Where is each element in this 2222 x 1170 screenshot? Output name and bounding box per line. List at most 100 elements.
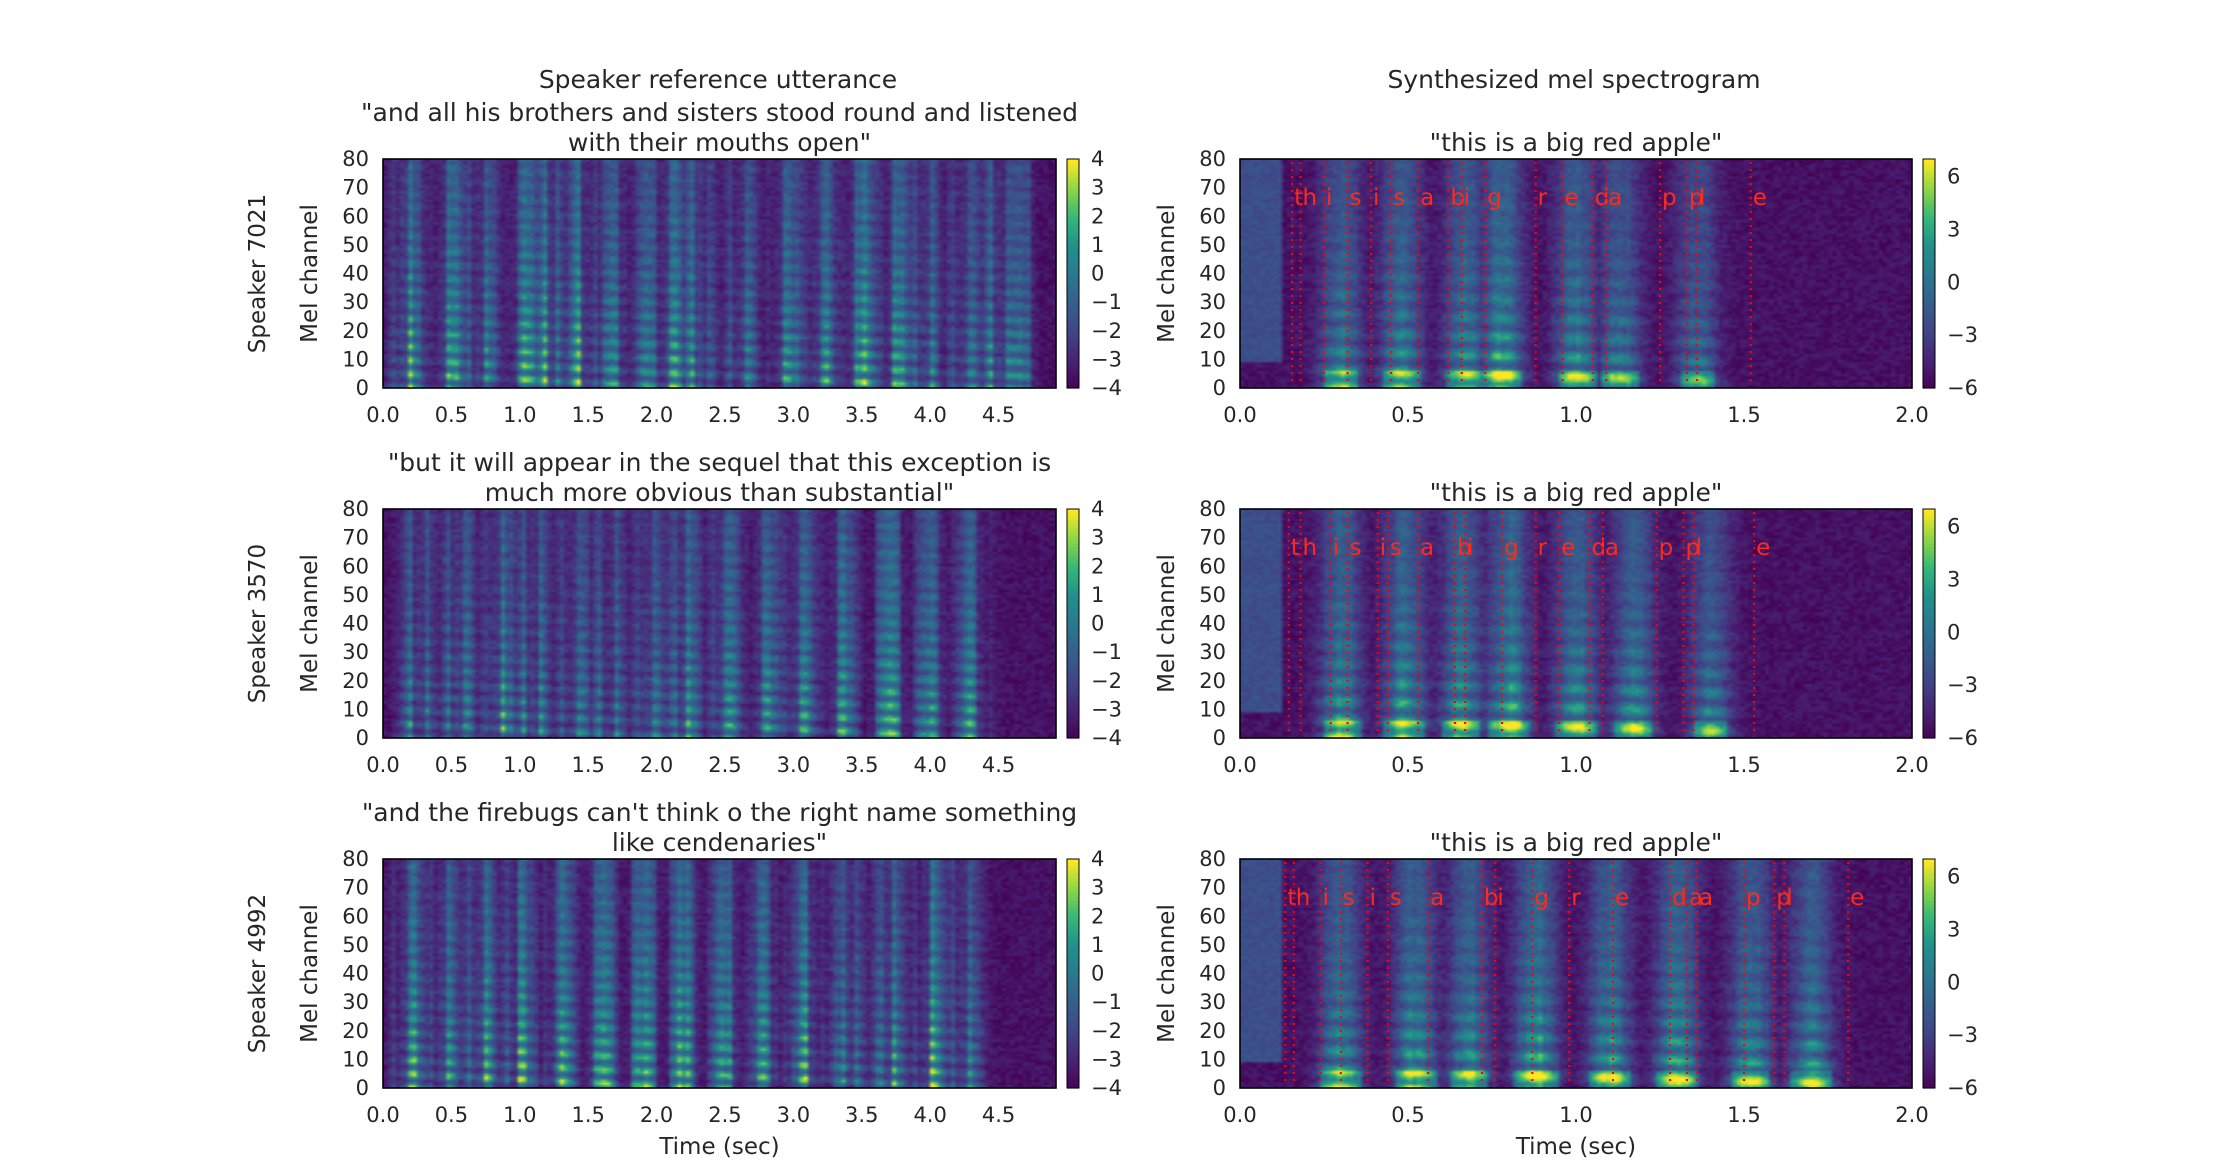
colorbar-segment: [1067, 189, 1079, 194]
colorbar-segment: [1067, 935, 1079, 940]
x-tick-label: 0.5: [1391, 753, 1424, 777]
phone-label: a: [1420, 185, 1434, 211]
colorbar-segment: [1923, 931, 1935, 936]
colorbar-segment: [1067, 570, 1079, 575]
colorbar-segment: [1067, 361, 1079, 366]
colorbar-segment: [1067, 581, 1079, 586]
colorbar-segment: [1067, 357, 1079, 362]
colorbar-segment: [1067, 722, 1079, 728]
colorbar-segment: [1923, 589, 1935, 594]
y-tick-label: 80: [342, 847, 369, 871]
colorbar-segment: [1067, 162, 1079, 168]
colorbar-tick-label: 0: [1947, 970, 1960, 994]
y-tick-label: 30: [342, 990, 369, 1014]
colorbar-segment: [1067, 239, 1079, 244]
colorbar-segment: [1923, 623, 1935, 628]
colorbar-segment: [1923, 631, 1935, 636]
colorbar-segment: [1067, 661, 1079, 667]
panel-title: "this is a big red apple": [1430, 828, 1723, 857]
x-tick-label: 4.5: [982, 753, 1015, 777]
colorbar-segment: [1067, 349, 1079, 355]
y-axis-label: Mel channel: [1154, 204, 1180, 343]
colorbar-segment: [1067, 885, 1079, 891]
colorbar-segment: [1923, 1065, 1935, 1070]
phone-label: i: [1370, 885, 1376, 911]
phone-label: p: [1659, 535, 1674, 561]
colorbar-segment: [1923, 288, 1935, 294]
colorbar-segment: [1923, 950, 1935, 956]
colorbar-segment: [1923, 349, 1935, 355]
colorbar-segment: [1067, 600, 1079, 606]
colorbar-frame: [1922, 158, 1936, 389]
colorbar-segment: [1923, 1011, 1935, 1017]
colorbar-segment: [1067, 703, 1079, 709]
y-tick-label: 30: [1199, 290, 1226, 314]
y-tick-label: 80: [342, 147, 369, 171]
colorbar-segment: [1067, 562, 1079, 567]
y-tick-label: 10: [342, 347, 369, 371]
colorbar-frame: [1922, 858, 1936, 1089]
colorbar-segment: [1067, 878, 1079, 883]
colorbar-segment: [1923, 365, 1935, 370]
colorbar-segment: [1067, 384, 1079, 389]
colorbar-segment: [1923, 315, 1935, 320]
colorbar-segment: [1067, 1061, 1079, 1066]
colorbar-segment: [1067, 904, 1079, 910]
colorbar-segment: [1923, 992, 1935, 997]
x-tick-label: 2.0: [1895, 753, 1928, 777]
phone-label: r: [1538, 535, 1548, 561]
colorbar-tick-label: −1: [1091, 990, 1122, 1014]
spectrogram-panel: thisisabigredaapple010203040506070800.00…: [1154, 828, 1978, 1160]
colorbar-segment: [1923, 361, 1935, 366]
colorbar-segment: [1923, 231, 1935, 236]
colorbar-segment: [1067, 631, 1079, 636]
colorbar-segment: [1923, 654, 1935, 659]
colorbar-segment: [1067, 862, 1079, 868]
y-tick-label: 20: [1199, 1019, 1226, 1043]
x-tick-label: 2.0: [640, 1103, 673, 1127]
colorbar-segment: [1923, 524, 1935, 529]
phone-label: t: [1294, 185, 1303, 211]
colorbar-segment: [1923, 981, 1935, 986]
phone-label: i: [1323, 885, 1329, 911]
colorbar-segment: [1067, 1068, 1079, 1074]
colorbar-segment: [1067, 235, 1079, 240]
y-tick-label: 20: [342, 1019, 369, 1043]
colorbar-segment: [1067, 1011, 1079, 1017]
colorbar-segment: [1923, 615, 1935, 621]
y-tick-label: 10: [1199, 347, 1226, 371]
colorbar-segment: [1067, 330, 1079, 336]
colorbar-segment: [1067, 323, 1079, 328]
heatmap-image: [1240, 859, 1912, 1088]
colorbar-segment: [1923, 330, 1935, 336]
x-tick-label: 2.5: [708, 753, 741, 777]
colorbar-segment: [1067, 181, 1079, 187]
y-tick-label: 50: [1199, 233, 1226, 257]
colorbar-segment: [1923, 870, 1935, 875]
y-axis-label: Mel channel: [1154, 904, 1180, 1043]
colorbar-segment: [1067, 242, 1079, 248]
colorbar-segment: [1923, 197, 1935, 202]
colorbar-segment: [1923, 193, 1935, 198]
colorbar-segment: [1067, 619, 1079, 625]
colorbar-segment: [1067, 889, 1079, 894]
colorbar-segment: [1067, 193, 1079, 198]
colorbar-segment: [1067, 612, 1079, 617]
x-tick-label: 0.5: [435, 753, 468, 777]
y-tick-label: 20: [342, 669, 369, 693]
colorbar-tick-label: 4: [1091, 847, 1104, 871]
colorbar-segment: [1923, 673, 1935, 678]
colorbar-tick-label: −6: [1947, 726, 1978, 750]
colorbar-segment: [1923, 281, 1935, 286]
colorbar-segment: [1067, 859, 1079, 864]
left-column-title: Speaker reference utterance: [539, 65, 897, 94]
colorbar-segment: [1067, 996, 1079, 1001]
colorbar-segment: [1923, 692, 1935, 697]
colorbar-segment: [1923, 684, 1935, 689]
colorbar-segment: [1067, 680, 1079, 686]
y-tick-label: 40: [342, 262, 369, 286]
colorbar-segment: [1067, 246, 1079, 252]
x-tick-label: 3.0: [777, 403, 810, 427]
x-tick-label: 0.5: [435, 1103, 468, 1127]
phone-label: e: [1565, 185, 1579, 211]
